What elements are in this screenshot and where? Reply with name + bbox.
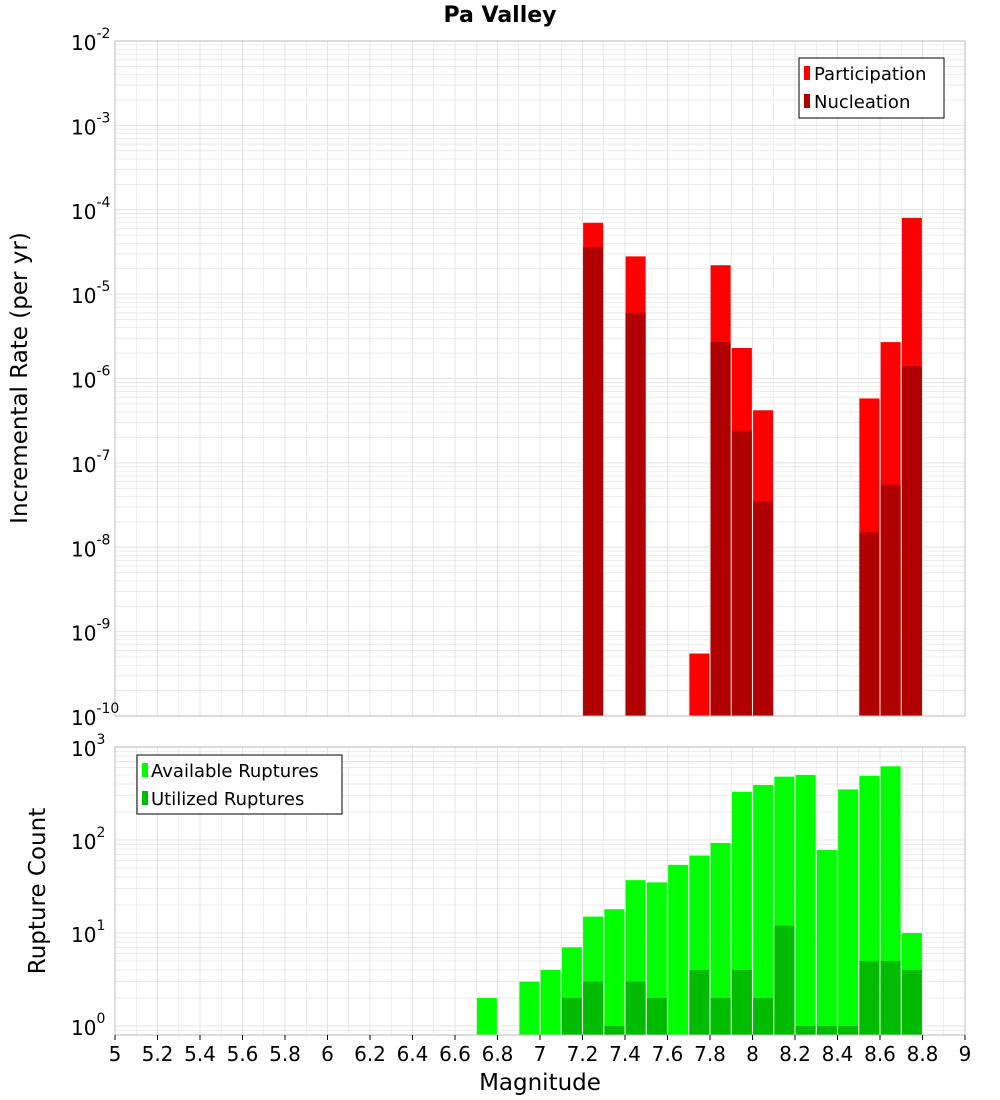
y-tick-label: 10-8 [71, 532, 110, 561]
x-tick-label: 6.4 [397, 1042, 429, 1066]
available-ruptures-bar [519, 981, 540, 1035]
utilized-ruptures-bar [689, 969, 710, 1035]
x-tick-label: 6.6 [439, 1042, 471, 1066]
utilized-ruptures-bar [561, 997, 582, 1035]
available-ruptures-bar [838, 789, 859, 1035]
rate-panel: 10-2 10-3 10-4 10-5 10-6 10-7 10-8 10-9 10-10 In… [7, 26, 966, 730]
rate-y-ticks: 10-2 10-3 10-4 10-5 10-6 10-7 10-8 10-9 10-10 [71, 26, 119, 730]
rate-grid [114, 41, 966, 717]
x-tick-label: 6.8 [482, 1042, 514, 1066]
utilized-ruptures-bar [731, 969, 752, 1035]
y-tick-label: 10-5 [71, 279, 110, 308]
y-tick-label: 102 [71, 825, 105, 854]
x-tick-label: 7.2 [567, 1042, 599, 1066]
x-axis-label: Magnitude [479, 1070, 601, 1096]
count-y-axis-label: Rupture Count [25, 808, 51, 974]
magnitude-x-ticks: 5 5.2 5.4 5.6 5.8 6 6.2 6.4 6.6 6.8 7 7.2 7.4 7.6 7.8 8… [109, 1035, 972, 1066]
x-tick-label: 5 [109, 1042, 122, 1066]
y-tick-label: 103 [71, 732, 105, 761]
nucleation-legend-label: Nucleation [814, 92, 910, 113]
available-ruptures-bar [476, 997, 497, 1035]
utilized-ruptures-bar [880, 960, 901, 1035]
nucleation-legend-swatch [804, 94, 810, 108]
x-tick-label: 5.4 [184, 1042, 216, 1066]
available-legend-swatch [142, 763, 148, 777]
rate-legend: Participation Nucleation [798, 57, 945, 119]
utilized-ruptures-bar [604, 1025, 625, 1035]
y-tick-label: 10-9 [71, 617, 110, 646]
nucleation-bar [753, 501, 774, 716]
x-tick-label: 5.2 [142, 1042, 174, 1066]
count-legend-box [136, 754, 343, 815]
utilized-legend-swatch [142, 791, 148, 805]
nucleation-bar [880, 484, 901, 716]
x-tick-label: 8 [746, 1042, 759, 1066]
rate-plot-frame [114, 40, 966, 717]
utilized-ruptures-bar [583, 981, 604, 1035]
x-tick-label: 8.2 [779, 1042, 811, 1066]
nucleation-bar [625, 312, 646, 716]
x-tick-label: 6 [321, 1042, 334, 1066]
y-tick-label: 10-7 [71, 448, 110, 477]
participation-bar [689, 653, 710, 716]
nucleation-bar [731, 430, 752, 716]
x-tick-label: 6.2 [354, 1042, 386, 1066]
x-tick-label: 7.8 [694, 1042, 726, 1066]
utilized-ruptures-bar [859, 960, 880, 1035]
nucleation-bar [901, 366, 922, 716]
available-legend-label: Available Ruptures [151, 761, 319, 782]
x-tick-label: 8.6 [864, 1042, 896, 1066]
available-ruptures-bar [710, 842, 731, 1035]
available-ruptures-bar [753, 785, 774, 1035]
rate-legend-box [798, 57, 945, 119]
participation-legend-swatch [804, 66, 810, 80]
nucleation-bar [710, 342, 731, 716]
x-tick-label: 5.6 [227, 1042, 259, 1066]
available-ruptures-bar [646, 882, 667, 1035]
x-tick-label: 7.6 [652, 1042, 684, 1066]
participation-legend-label: Participation [814, 64, 926, 85]
utilized-ruptures-bar [838, 1025, 859, 1035]
utilized-ruptures-bar [774, 925, 795, 1035]
y-tick-label: 10-10 [71, 701, 119, 730]
count-legend: Available Ruptures Utilized Ruptures [136, 754, 343, 815]
chart-title: Pa Valley [443, 3, 556, 28]
y-tick-label: 100 [71, 1011, 105, 1040]
utilized-ruptures-bar [710, 997, 731, 1035]
utilized-ruptures-bar [816, 1025, 837, 1035]
x-tick-label: 7.4 [609, 1042, 641, 1066]
y-tick-label: 10-3 [71, 110, 110, 139]
utilized-ruptures-bar [625, 981, 646, 1035]
y-tick-label: 10-6 [71, 364, 111, 393]
y-tick-label: 10-2 [71, 26, 110, 55]
utilized-legend-label: Utilized Ruptures [151, 789, 304, 810]
y-tick-label: 10-4 [71, 195, 111, 224]
x-tick-label: 5.8 [269, 1042, 301, 1066]
nucleation-bar [859, 532, 880, 716]
count-y-ticks: 103 102 101 100 [71, 732, 105, 1040]
available-ruptures-bar [668, 864, 689, 1035]
utilized-ruptures-bar [795, 1025, 816, 1035]
available-ruptures-bar [816, 850, 837, 1035]
available-ruptures-bar [540, 969, 561, 1035]
utilized-ruptures-bar [901, 969, 922, 1035]
rate-bars [583, 217, 922, 716]
count-bars [476, 766, 922, 1035]
utilized-ruptures-bar [753, 997, 774, 1035]
y-tick-label: 101 [71, 918, 105, 947]
available-ruptures-bar [604, 909, 625, 1035]
utilized-ruptures-bar [646, 997, 667, 1035]
x-tick-label: 9 [959, 1042, 972, 1066]
nucleation-bar [583, 247, 604, 716]
available-ruptures-bar [795, 774, 816, 1035]
rate-y-axis-label: Incremental Rate (per yr) [7, 232, 33, 524]
x-tick-label: 7 [534, 1042, 547, 1066]
count-panel: 103 102 101 100 5 5.2 5.4 5.6 5.8 6 6.2 6.4 6.6 6.8 7… [25, 732, 971, 1096]
x-tick-label: 8.8 [907, 1042, 939, 1066]
x-tick-label: 8.4 [822, 1042, 854, 1066]
